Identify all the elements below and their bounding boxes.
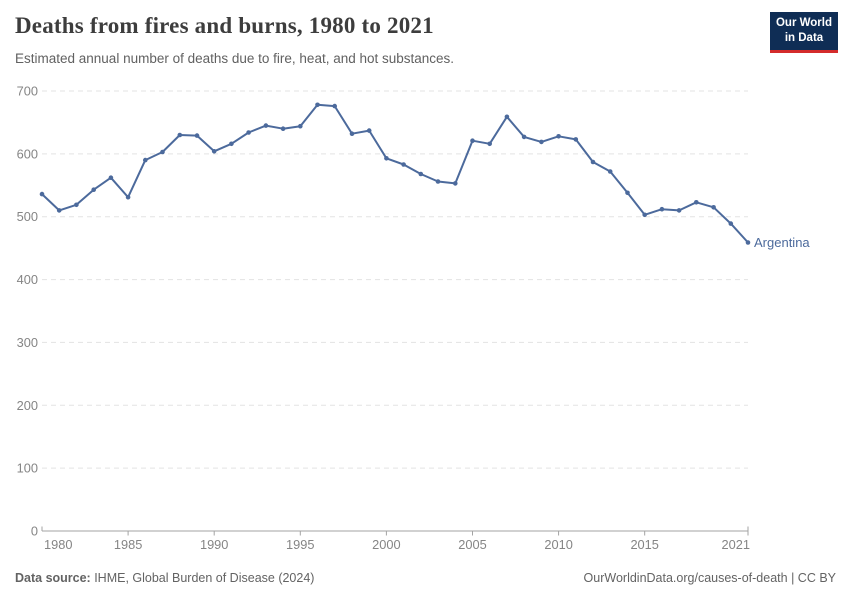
data-point — [711, 205, 716, 210]
chart-subtitle: Estimated annual number of deaths due to… — [15, 51, 455, 66]
data-point — [384, 156, 389, 161]
x-tick-label: 2021 — [722, 537, 750, 552]
x-tick-label: 2015 — [630, 537, 658, 552]
data-point — [694, 200, 699, 205]
data-point — [280, 126, 286, 131]
chart-footer: Data source: IHME, Global Burden of Dise… — [0, 569, 850, 585]
entity-label: Argentina — [754, 235, 810, 250]
data-point — [728, 221, 734, 226]
data-point — [659, 206, 665, 212]
data-point — [108, 175, 114, 180]
y-tick-label: 100 — [17, 461, 38, 476]
data-point — [229, 141, 234, 147]
y-tick-label: 0 — [31, 524, 38, 539]
data-point — [642, 212, 647, 218]
data-point — [194, 133, 200, 138]
data-point — [573, 137, 579, 142]
data-point — [315, 102, 320, 108]
data-point — [263, 123, 269, 128]
data-point — [91, 187, 96, 192]
footer-separator: | — [787, 571, 798, 585]
x-tick-label: 1985 — [114, 537, 142, 552]
series-line — [41, 103, 749, 244]
y-tick-label: 700 — [17, 84, 38, 99]
data-point — [453, 181, 458, 186]
data-point — [125, 194, 131, 200]
data-point — [470, 138, 475, 143]
owid-logo-line1: Our World — [775, 17, 832, 29]
x-tick-label: 1995 — [286, 537, 314, 552]
data-point — [487, 141, 493, 147]
data-point — [366, 128, 372, 133]
x-tick-label: 1980 — [44, 537, 72, 552]
data-point — [246, 130, 251, 135]
data-point — [56, 208, 62, 213]
data-point — [435, 179, 441, 184]
data-point — [607, 169, 613, 174]
x-tick-label: 2000 — [372, 537, 400, 552]
data-source-note: Data source: IHME, Global Burden of Dise… — [15, 571, 314, 585]
data-point — [74, 202, 79, 208]
data-point — [745, 240, 751, 245]
data-point — [401, 162, 406, 167]
footer-link[interactable]: OurWorldinData.org/causes-of-death — [583, 571, 788, 585]
x-tick-label: 2005 — [458, 537, 486, 552]
data-point — [418, 171, 424, 177]
data-point — [625, 190, 630, 196]
data-point — [539, 139, 544, 145]
data-point — [39, 191, 45, 197]
data-point — [504, 114, 510, 120]
y-tick-label: 300 — [17, 335, 38, 350]
data-point — [160, 149, 165, 155]
x-tick-label: 2010 — [544, 537, 572, 552]
data-source-label: Data source: — [15, 571, 91, 585]
data-point — [349, 131, 355, 136]
owid-logo[interactable]: Our World in Data — [770, 12, 838, 53]
x-tick-label: 1990 — [200, 537, 228, 552]
data-point — [556, 134, 561, 139]
data-point — [590, 159, 596, 165]
y-tick-label: 600 — [17, 146, 38, 161]
y-tick-label: 200 — [17, 398, 38, 413]
page-title: Deaths from fires and burns, 1980 to 202… — [15, 13, 434, 38]
data-point — [676, 208, 682, 213]
data-source-value: IHME, Global Burden of Disease (2024) — [90, 571, 315, 585]
data-point — [143, 157, 148, 163]
data-point — [521, 134, 527, 140]
footer-license: CC BY — [797, 571, 836, 585]
footer-credit: OurWorldinData.org/causes-of-death | CC … — [584, 571, 836, 585]
y-tick-label: 400 — [17, 272, 38, 287]
data-point — [298, 123, 303, 129]
data-point — [177, 132, 183, 138]
y-tick-label: 500 — [17, 209, 38, 224]
data-point — [211, 149, 217, 154]
data-point — [332, 103, 338, 109]
owid-logo-line2: in Data — [784, 31, 824, 44]
